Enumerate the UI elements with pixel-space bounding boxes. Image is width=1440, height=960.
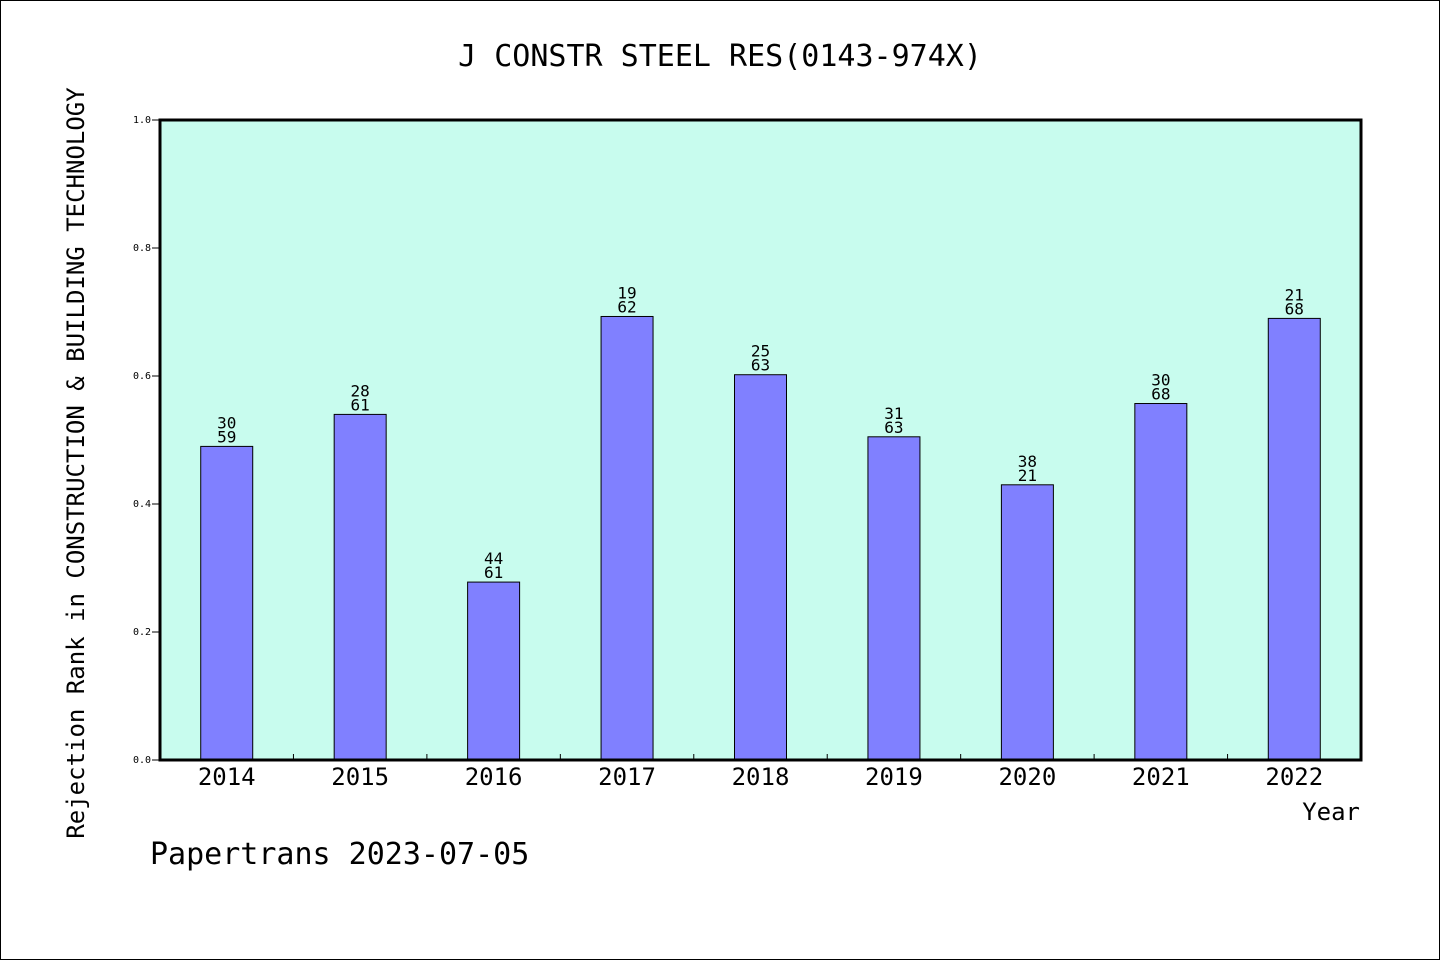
data-label-bottom: 61 xyxy=(484,563,503,582)
data-label-bottom: 21 xyxy=(1018,466,1037,485)
x-tick-label: 2021 xyxy=(1132,763,1190,791)
data-label-top: 19 xyxy=(617,283,636,302)
data-label-bottom: 63 xyxy=(884,418,903,437)
x-tick-label: 2016 xyxy=(465,763,523,791)
y-tick-label: 0.8 xyxy=(133,243,151,254)
y-tick-label: 0.4 xyxy=(133,499,151,510)
bar-2022 xyxy=(1267,317,1321,761)
footer-watermark: Papertrans 2023-07-05 xyxy=(150,837,529,872)
bar-2020 xyxy=(1000,484,1054,761)
data-label-bottom: 59 xyxy=(217,427,236,446)
x-tick-label: 2015 xyxy=(331,763,389,791)
bar-2018 xyxy=(734,374,787,761)
data-label-top: 28 xyxy=(351,381,370,400)
y-tick-label: 1.0 xyxy=(133,115,151,126)
bar-2016 xyxy=(467,581,521,761)
x-tick-label: 2017 xyxy=(598,763,656,791)
y-axis-ticks: 0.0 0.2 0.4 0.6 0.8 1.0 xyxy=(133,115,160,766)
data-label-bottom: 63 xyxy=(751,356,770,375)
x-axis-ticks: 2014 2015 2016 2017 2018 2019 2020 2021 2022 xyxy=(198,754,1323,791)
data-label-bottom: 68 xyxy=(1151,385,1170,404)
data-label-top: 30 xyxy=(217,413,236,432)
y-axis-label: Rejection Rank in CONSTRUCTION & BUILDIN… xyxy=(62,87,90,839)
data-label-top: 21 xyxy=(1285,285,1304,304)
x-tick-label: 2018 xyxy=(732,763,790,791)
x-tick-label: 2022 xyxy=(1265,763,1323,791)
data-label-bottom: 68 xyxy=(1285,299,1304,318)
data-label-top: 31 xyxy=(884,404,903,423)
x-tick-label: 2014 xyxy=(198,763,256,791)
bar-2021 xyxy=(1134,403,1188,761)
data-label-top: 25 xyxy=(751,342,770,361)
bar-2014 xyxy=(200,445,254,761)
data-label-top: 30 xyxy=(1151,371,1170,390)
bars xyxy=(200,315,1321,761)
data-label-bottom: 61 xyxy=(351,395,370,414)
plot-border xyxy=(158,118,1363,762)
x-tick-label: 2020 xyxy=(998,763,1056,791)
bar-2019 xyxy=(867,436,921,761)
data-label-top: 38 xyxy=(1018,452,1037,471)
y-tick-label: 0.0 xyxy=(133,755,151,766)
chart-title: J CONSTR STEEL RES(0143-974X) xyxy=(458,39,982,74)
bar-2015 xyxy=(333,413,387,761)
y-tick-label: 0.6 xyxy=(133,371,151,382)
data-label-top: 44 xyxy=(484,549,503,568)
data-label-bottom: 62 xyxy=(617,297,636,316)
y-tick-label: 0.2 xyxy=(133,627,151,638)
x-axis-label: Year xyxy=(1302,798,1360,826)
bar-2017 xyxy=(600,315,654,761)
x-tick-label: 2019 xyxy=(865,763,923,791)
